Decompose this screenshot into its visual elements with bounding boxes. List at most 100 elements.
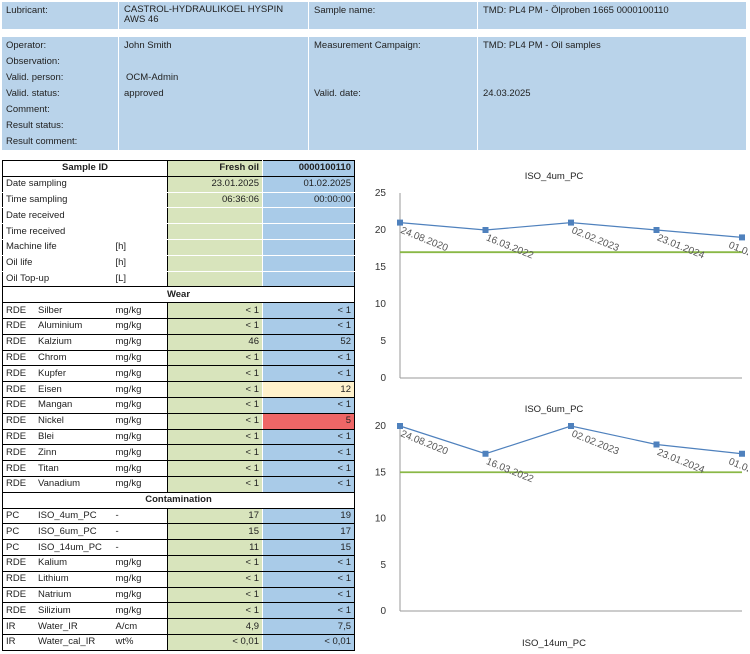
row-unit: mg/kg bbox=[112, 381, 168, 398]
fresh-oil-value: < 1 bbox=[167, 428, 263, 446]
parameter-label: Mangan bbox=[38, 399, 73, 411]
fresh-oil-value bbox=[167, 207, 263, 225]
table-row: RDE Silber mg/kg < 1 < 1 bbox=[2, 302, 355, 319]
valid-date-value: 24.03.2025 bbox=[483, 88, 531, 99]
sample-value: < 1 bbox=[262, 396, 355, 414]
lubricant-label: Lubricant: bbox=[6, 5, 48, 16]
sample-value: < 0,01 bbox=[262, 633, 355, 651]
row-unit bbox=[112, 175, 168, 193]
parameter-label: ISO_6um_PC bbox=[38, 525, 97, 537]
method-and-parameter: IR Water_cal_IR bbox=[2, 633, 113, 651]
parameter-label: Eisen bbox=[38, 383, 62, 395]
row-label: Time sampling bbox=[2, 191, 113, 209]
fresh-oil-value: < 1 bbox=[167, 381, 263, 398]
column-header-sample: 0000100110 bbox=[262, 160, 355, 177]
result-comment-label: Result comment: bbox=[6, 136, 78, 147]
x-tick-label: 23.01.2024 bbox=[655, 233, 706, 262]
row-label: Date received bbox=[2, 207, 113, 225]
sample-value: < 1 bbox=[262, 570, 355, 588]
lubricant-value: CASTROL-HYDRAULIKOEL HYSPIN AWS 46 bbox=[124, 4, 284, 25]
comment-label: Comment: bbox=[6, 104, 50, 115]
method-label: RDE bbox=[6, 446, 27, 458]
chart-iso-4um: ISO_4um_PC 0 5 10 15 20 25 24.08.2020 16.03.202… bbox=[360, 165, 748, 395]
series-line-measured bbox=[399, 425, 743, 455]
data-point-marker bbox=[397, 423, 403, 429]
campaign-label: Measurement Campaign: bbox=[314, 40, 421, 51]
row-unit bbox=[112, 207, 168, 225]
fresh-oil-value: 11 bbox=[167, 539, 263, 556]
divider bbox=[477, 2, 478, 29]
x-tick-label: 24.08.2020 bbox=[399, 225, 450, 254]
table-row: PC ISO_4um_PC -17 19 bbox=[2, 507, 355, 525]
sample-value: 17 bbox=[262, 523, 355, 541]
row-unit: mg/kg bbox=[112, 586, 168, 604]
row-unit: mg/kg bbox=[112, 302, 168, 319]
valid-person-value: OCM-Admin bbox=[126, 72, 179, 83]
x-tick-label: 16.03.2022 bbox=[484, 233, 535, 262]
method-label: RDE bbox=[6, 415, 27, 427]
method-label: PC bbox=[6, 541, 20, 553]
campaign-value: TMD: PL4 PM - Oil samples bbox=[483, 40, 601, 51]
sample-value: < 1 bbox=[262, 302, 355, 319]
parameter-label: Aluminium bbox=[38, 320, 83, 332]
sample-value: < 1 bbox=[262, 460, 355, 477]
parameter-label: Titan bbox=[38, 462, 59, 474]
observation-label: Observation: bbox=[6, 56, 60, 67]
data-point-marker bbox=[482, 450, 489, 457]
row-unit bbox=[112, 223, 168, 240]
method-label: PC bbox=[6, 509, 20, 521]
data-point-marker bbox=[397, 219, 403, 226]
fresh-oil-value: 17 bbox=[167, 507, 263, 525]
section-title: Contamination bbox=[2, 491, 355, 509]
row-unit: - bbox=[112, 523, 168, 541]
sample-value: < 1 bbox=[262, 602, 355, 620]
fresh-oil-value: 06:36:06 bbox=[167, 191, 263, 209]
row-unit: mg/kg bbox=[112, 317, 168, 335]
column-header-fresh-oil: Fresh oil bbox=[167, 160, 263, 177]
y-tick-label: 20 bbox=[375, 225, 387, 236]
parameter-label: Kalium bbox=[38, 557, 68, 569]
sample-value: < 1 bbox=[262, 475, 355, 493]
parameter-label: Kupfer bbox=[38, 367, 66, 379]
table-row: RDE Blei mg/kg < 1 < 1 bbox=[2, 428, 355, 446]
row-unit: mg/kg bbox=[112, 365, 168, 383]
column-header-sample-id: Sample ID bbox=[2, 160, 168, 177]
x-tick-label: 01.02.2025 bbox=[727, 240, 748, 269]
table-row: Oil life [h] bbox=[2, 254, 355, 272]
method-and-parameter: IR Water_IR bbox=[2, 618, 113, 635]
parameter-label: Water_IR bbox=[38, 620, 78, 632]
method-label: RDE bbox=[6, 430, 27, 442]
row-unit: mg/kg bbox=[112, 570, 168, 588]
table-row: Machine life [h] bbox=[2, 238, 355, 256]
data-point-marker bbox=[653, 441, 660, 448]
data-point-marker bbox=[739, 450, 745, 457]
y-tick-label: 0 bbox=[380, 373, 386, 384]
chart-title: ISO_6um_PC bbox=[524, 404, 584, 415]
divider bbox=[308, 2, 309, 29]
fresh-oil-value bbox=[167, 223, 263, 240]
parameter-label: Kalzium bbox=[38, 336, 72, 348]
chart-plot-area: 0510152024.08.202016.03.202202.02.202323… bbox=[375, 421, 748, 617]
row-label: Machine life bbox=[2, 238, 113, 256]
x-tick-label: 02.02.2023 bbox=[570, 225, 621, 254]
sample-value: 19 bbox=[262, 507, 355, 525]
parameter-label: ISO_4um_PC bbox=[38, 509, 97, 521]
sample-value: < 1 bbox=[262, 586, 355, 604]
method-and-parameter: RDE Aluminium bbox=[2, 317, 113, 335]
method-label: IR bbox=[6, 636, 16, 648]
table-row: RDE Lithium mg/kg < 1 < 1 bbox=[2, 570, 355, 588]
method-label: RDE bbox=[6, 383, 27, 395]
y-tick-label: 15 bbox=[375, 262, 387, 273]
sample-value bbox=[262, 270, 355, 288]
row-unit: mg/kg bbox=[112, 444, 168, 462]
table-row: PC ISO_14um_PC -11 15 bbox=[2, 539, 355, 556]
table-row: RDE Mangan mg/kg < 1 < 1 bbox=[2, 396, 355, 414]
parameter-label: Natrium bbox=[38, 588, 72, 600]
method-and-parameter: RDE Lithium bbox=[2, 570, 113, 588]
table-row: Oil Top-up [L] bbox=[2, 270, 355, 288]
row-unit: mg/kg bbox=[112, 602, 168, 620]
fresh-oil-value: < 1 bbox=[167, 317, 263, 335]
sample-value: 15 bbox=[262, 539, 355, 556]
method-and-parameter: RDE Titan bbox=[2, 460, 113, 477]
row-unit: [L] bbox=[112, 270, 168, 288]
